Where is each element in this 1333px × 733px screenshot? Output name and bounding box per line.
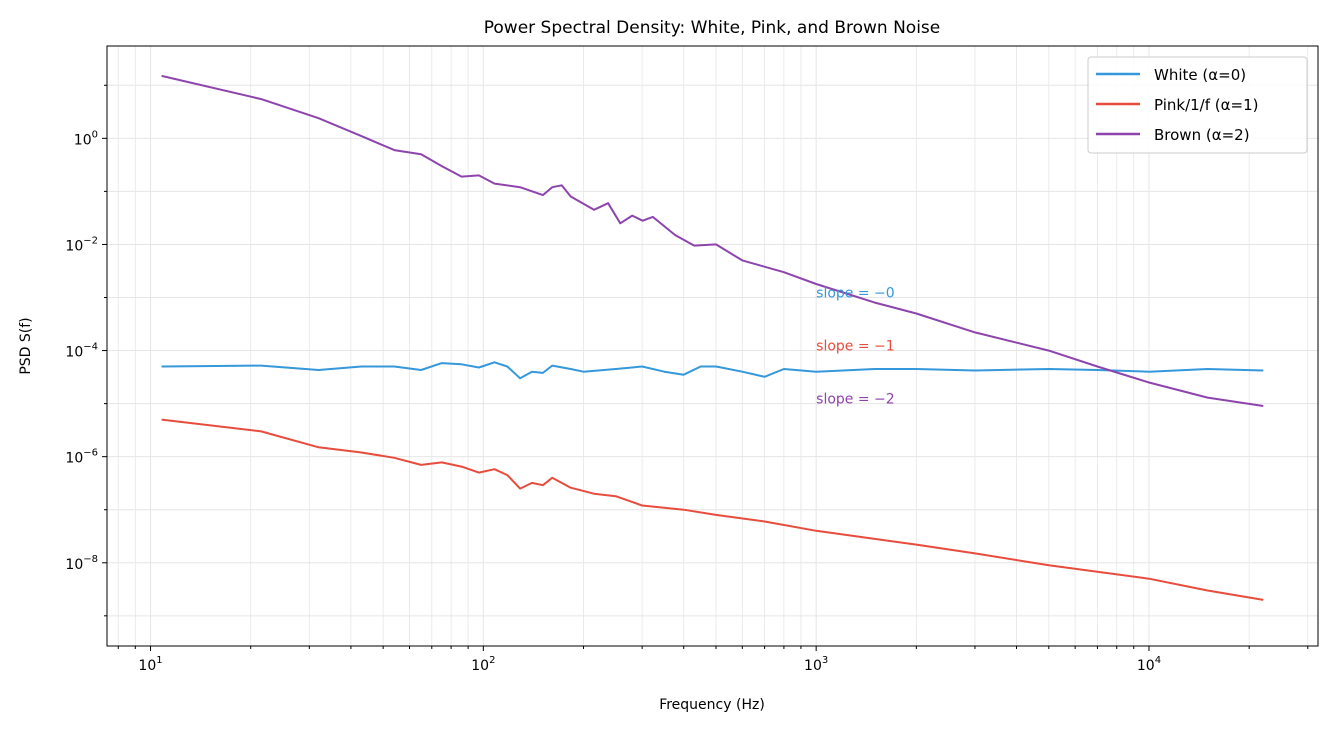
- y-tick-base: 10: [65, 557, 83, 573]
- x-tick-exp: 1: [156, 655, 162, 666]
- legend: White (α=0) Pink/1/f (α=1) Brown (α=2): [1087, 56, 1308, 154]
- legend-label: Brown (α=2): [1154, 126, 1250, 144]
- y-tick-base: 10: [74, 132, 92, 148]
- y-tick-exp: −2: [83, 235, 98, 246]
- y-tick-label: 10−8: [65, 554, 98, 573]
- x-tick-base: 10: [138, 658, 156, 674]
- x-tick-label: 101: [138, 655, 162, 674]
- y-tick-exp: −8: [83, 554, 98, 565]
- x-axis-label: Frequency (Hz): [659, 697, 765, 713]
- series-line-brown: [161, 74, 1264, 407]
- y-tick-base: 10: [65, 451, 83, 467]
- y-axis-label: PSD S(f): [18, 317, 34, 374]
- y-tick-label: 100: [74, 129, 98, 148]
- legend-label: White (α=0): [1154, 66, 1246, 84]
- y-tick-label: 10−6: [65, 448, 98, 467]
- x-tick-base: 10: [804, 658, 822, 674]
- x-tick-base: 10: [471, 658, 489, 674]
- y-tick-base: 10: [65, 238, 83, 254]
- slope-annotation: slope = −1: [816, 339, 895, 355]
- legend-label: Pink/1/f (α=1): [1154, 96, 1258, 114]
- x-tick-base: 10: [1137, 658, 1155, 674]
- x-tick-label: 102: [471, 655, 495, 674]
- y-tick-label: 10−2: [65, 235, 98, 254]
- y-tick-label: 10−4: [65, 342, 98, 361]
- x-tick-label: 104: [1137, 655, 1161, 674]
- x-tick-exp: 2: [489, 655, 495, 666]
- x-tick-label: 103: [804, 655, 828, 674]
- chart-title: Power Spectral Density: White, Pink, and…: [484, 18, 941, 38]
- slope-annotation: slope = −0: [816, 286, 895, 302]
- x-tick-exp: 4: [1155, 655, 1161, 666]
- y-tick-base: 10: [65, 345, 83, 361]
- legend-box: [1087, 56, 1308, 154]
- x-tick-exp: 3: [822, 655, 828, 666]
- y-tick-exp: −4: [83, 342, 98, 353]
- series-line-white: [161, 361, 1264, 380]
- y-tick-exp: −6: [83, 448, 98, 459]
- slope-annotation: slope = −2: [816, 392, 895, 408]
- plot-frame: [106, 45, 1319, 647]
- series-line-pink: [161, 418, 1264, 601]
- y-tick-exp: 0: [92, 129, 98, 140]
